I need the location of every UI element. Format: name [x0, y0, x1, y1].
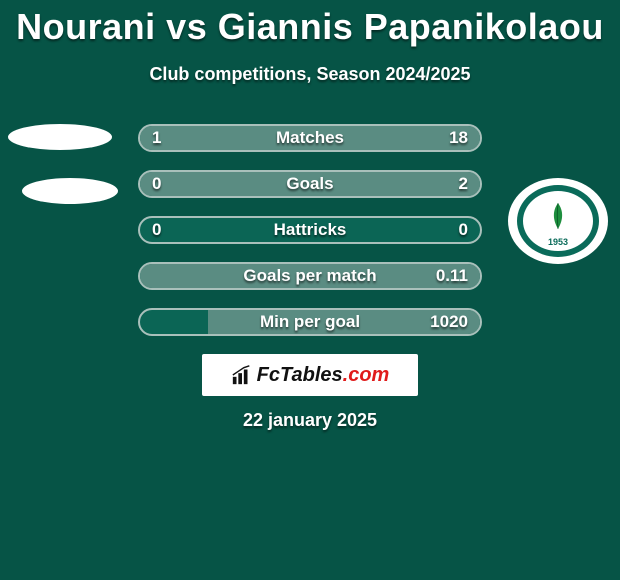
snapshot-date: 22 january 2025 [0, 410, 620, 431]
brand-box: FcTables.com [202, 354, 418, 396]
value-right: 0.11 [436, 264, 468, 288]
player1-club-placeholder [22, 178, 118, 204]
value-left: 1 [152, 126, 161, 150]
value-right: 18 [449, 126, 468, 150]
stat-row: Goals per match0.11 [138, 262, 482, 290]
stat-row: Goals0 2 [138, 170, 482, 198]
brand-text: FcTables.com [257, 365, 390, 385]
row-label: Min per goal [140, 310, 480, 334]
bar-chart-icon [231, 364, 253, 386]
brand-name: FcTables [257, 364, 343, 386]
value-left: 0 [152, 172, 161, 196]
subtitle: Club competitions, Season 2024/2025 [0, 64, 620, 85]
tea-leaf-icon [547, 201, 569, 231]
row-label: Goals [140, 172, 480, 196]
stat-row: Matches1 18 [138, 124, 482, 152]
stat-rows: Matches118Goals02Hattricks00Goals per ma… [138, 124, 482, 354]
brand-domain: .com [343, 364, 390, 386]
stat-row: Min per goal1020 [138, 308, 482, 336]
player2-club-badge: 1953 [508, 178, 608, 264]
value-right: 1020 [430, 310, 468, 334]
club-year: 1953 [523, 237, 593, 247]
club-badge-inner: 1953 [517, 185, 599, 257]
row-label: Matches [140, 126, 480, 150]
player1-photo-placeholder [8, 124, 112, 150]
value-right: 2 [459, 172, 468, 196]
stat-row: Hattricks0 0 [138, 216, 482, 244]
row-label: Hattricks [140, 218, 480, 242]
row-label: Goals per match [140, 264, 480, 288]
page-title: Nourani vs Giannis Papanikolaou [0, 0, 620, 48]
value-left: 0 [152, 218, 161, 242]
value-right: 0 [459, 218, 468, 242]
